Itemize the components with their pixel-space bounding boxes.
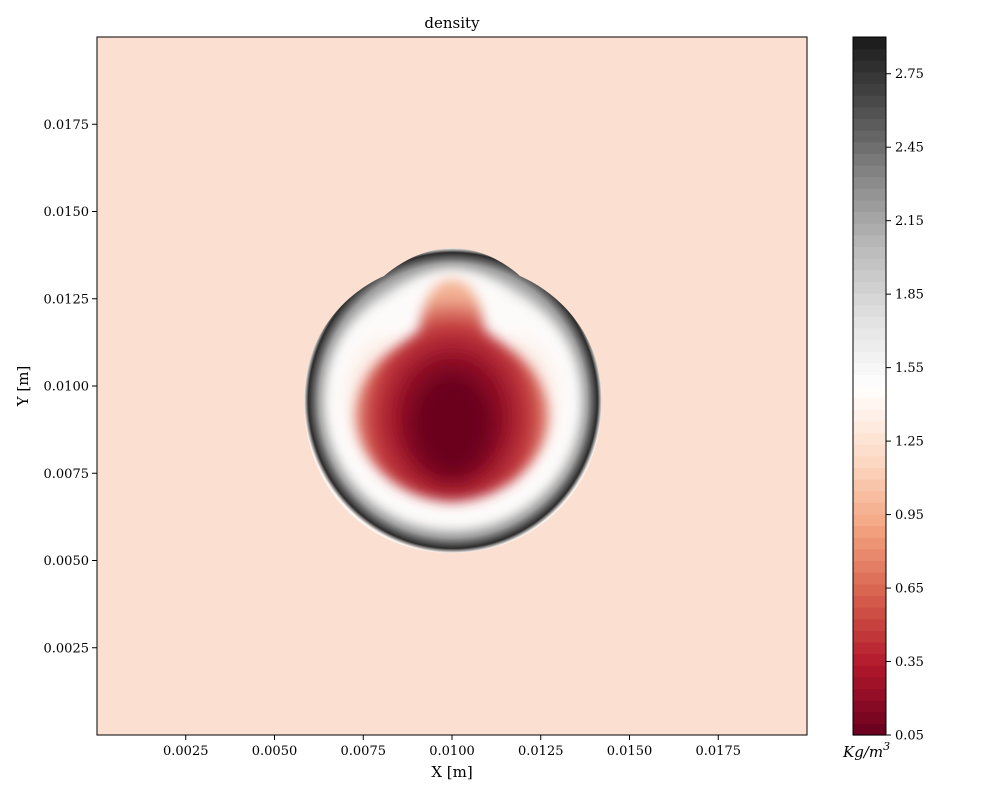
colorbar-tick-label: 2.15: [895, 214, 924, 229]
x-tick-label: 0.0150: [607, 744, 653, 759]
colorbar-band: [853, 130, 886, 143]
y-tick-label: 0.0050: [44, 554, 90, 569]
colorbar-band: [853, 211, 886, 224]
y-tick-label: 0.0175: [44, 118, 90, 133]
colorbar-band: [853, 653, 886, 666]
colorbar-band: [853, 572, 886, 585]
colorbar-band: [853, 83, 886, 96]
colorbar-band: [853, 48, 886, 61]
colorbar-tick-label: 2.45: [895, 141, 924, 156]
colorbar-band: [853, 490, 886, 503]
x-tick-label: 0.0100: [429, 744, 475, 759]
x-axis-label: X [m]: [431, 763, 472, 781]
colorbar-band: [853, 455, 886, 469]
colorbar-band: [853, 234, 886, 247]
colorbar: [853, 37, 886, 736]
colorbar-tick-label: 0.95: [895, 508, 924, 523]
colorbar-band: [853, 525, 886, 538]
colorbar-band: [853, 316, 886, 329]
colorbar-band: [853, 409, 886, 422]
colorbar-band: [853, 420, 886, 434]
colorbar-tick-label: 0.35: [895, 655, 924, 670]
plot-area: [97, 37, 807, 735]
colorbar-band: [853, 141, 886, 154]
colorbar-ticks: 0.05 0.35 0.65 0.95 1.25 1.55 1.85 2.15 2.45 2.75: [886, 67, 924, 744]
colorbar-band: [853, 269, 886, 282]
colorbar-tick-label: 1.25: [895, 435, 924, 450]
x-axis-ticks: 0.0025 0.0050 0.0075 0.0100 0.0125 0.0150 0.01…: [163, 735, 741, 759]
colorbar-band: [853, 537, 886, 550]
x-tick-label: 0.0075: [341, 744, 387, 759]
colorbar-band: [853, 37, 886, 50]
colorbar-frame: [852, 36, 887, 736]
colorbar-band: [853, 630, 886, 643]
y-axis-label: Y [m]: [14, 366, 32, 408]
colorbar-band: [853, 618, 886, 631]
colorbar-band: [853, 723, 886, 736]
colorbar-band: [853, 118, 886, 131]
plot-title: density: [424, 14, 480, 32]
colorbar-band: [853, 595, 886, 608]
colorbar-band: [853, 339, 886, 352]
x-tick-label: 0.0025: [163, 744, 209, 759]
colorbar-band: [853, 327, 886, 341]
colorbar-band: [853, 246, 886, 259]
colorbar-band: [853, 223, 886, 236]
colorbar-band: [853, 71, 886, 85]
x-tick-label: 0.0125: [518, 744, 564, 759]
colorbar-band: [853, 153, 886, 166]
colorbar-band: [853, 502, 886, 515]
low-density-core: [414, 373, 490, 477]
colorbar-band: [853, 199, 886, 213]
colorbar-band: [853, 607, 886, 620]
y-tick-label: 0.0025: [44, 641, 90, 656]
colorbar-band: [853, 60, 886, 73]
density-feature: [304, 248, 602, 553]
colorbar-band: [853, 292, 886, 306]
colorbar-tick-label: 0.65: [895, 582, 924, 597]
colorbar-band: [853, 641, 886, 655]
colorbar-band: [853, 351, 886, 364]
colorbar-tick-label: 0.05: [895, 729, 924, 744]
colorbar-band: [853, 665, 886, 678]
colorbar-unit-exponent: 3: [883, 740, 890, 753]
colorbar-band: [853, 304, 886, 317]
x-tick-label: 0.0175: [696, 744, 742, 759]
y-tick-label: 0.0125: [44, 292, 90, 307]
colorbar-band: [853, 258, 886, 271]
colorbar-band: [853, 176, 886, 189]
colorbar-band: [853, 281, 886, 294]
colorbar-tick-label: 1.55: [895, 361, 924, 376]
colorbar-tick-label: 1.85: [895, 288, 924, 303]
colorbar-band: [853, 374, 886, 387]
colorbar-band: [853, 583, 886, 596]
colorbar-unit-label: Kg/m3: [842, 740, 890, 761]
y-axis-ticks: 0.0025 0.0050 0.0075 0.0100 0.0125 0.0150 0.01…: [44, 118, 97, 656]
y-tick-label: 0.0100: [44, 380, 90, 395]
colorbar-band: [853, 95, 886, 108]
colorbar-band: [853, 479, 886, 492]
colorbar-unit-base: Kg/m: [842, 743, 883, 761]
colorbar-band: [853, 164, 886, 178]
y-tick-label: 0.0150: [44, 205, 90, 220]
colorbar-band: [853, 688, 886, 701]
colorbar-band: [853, 676, 886, 690]
y-tick-label: 0.0075: [44, 467, 90, 482]
colorbar-band: [853, 711, 886, 724]
colorbar-band: [853, 467, 886, 480]
colorbar-band: [853, 106, 886, 120]
colorbar-band: [853, 386, 886, 399]
colorbar-tick-label: 2.75: [895, 67, 924, 82]
colorbar-band: [853, 700, 886, 713]
colorbar-band: [853, 188, 886, 201]
colorbar-band: [853, 397, 886, 410]
colorbar-band: [853, 444, 886, 457]
colorbar-band: [853, 432, 886, 445]
x-tick-label: 0.0050: [252, 744, 298, 759]
colorbar-band: [853, 548, 886, 562]
colorbar-band: [853, 362, 886, 375]
colorbar-band: [853, 560, 886, 573]
colorbar-band: [853, 513, 886, 527]
